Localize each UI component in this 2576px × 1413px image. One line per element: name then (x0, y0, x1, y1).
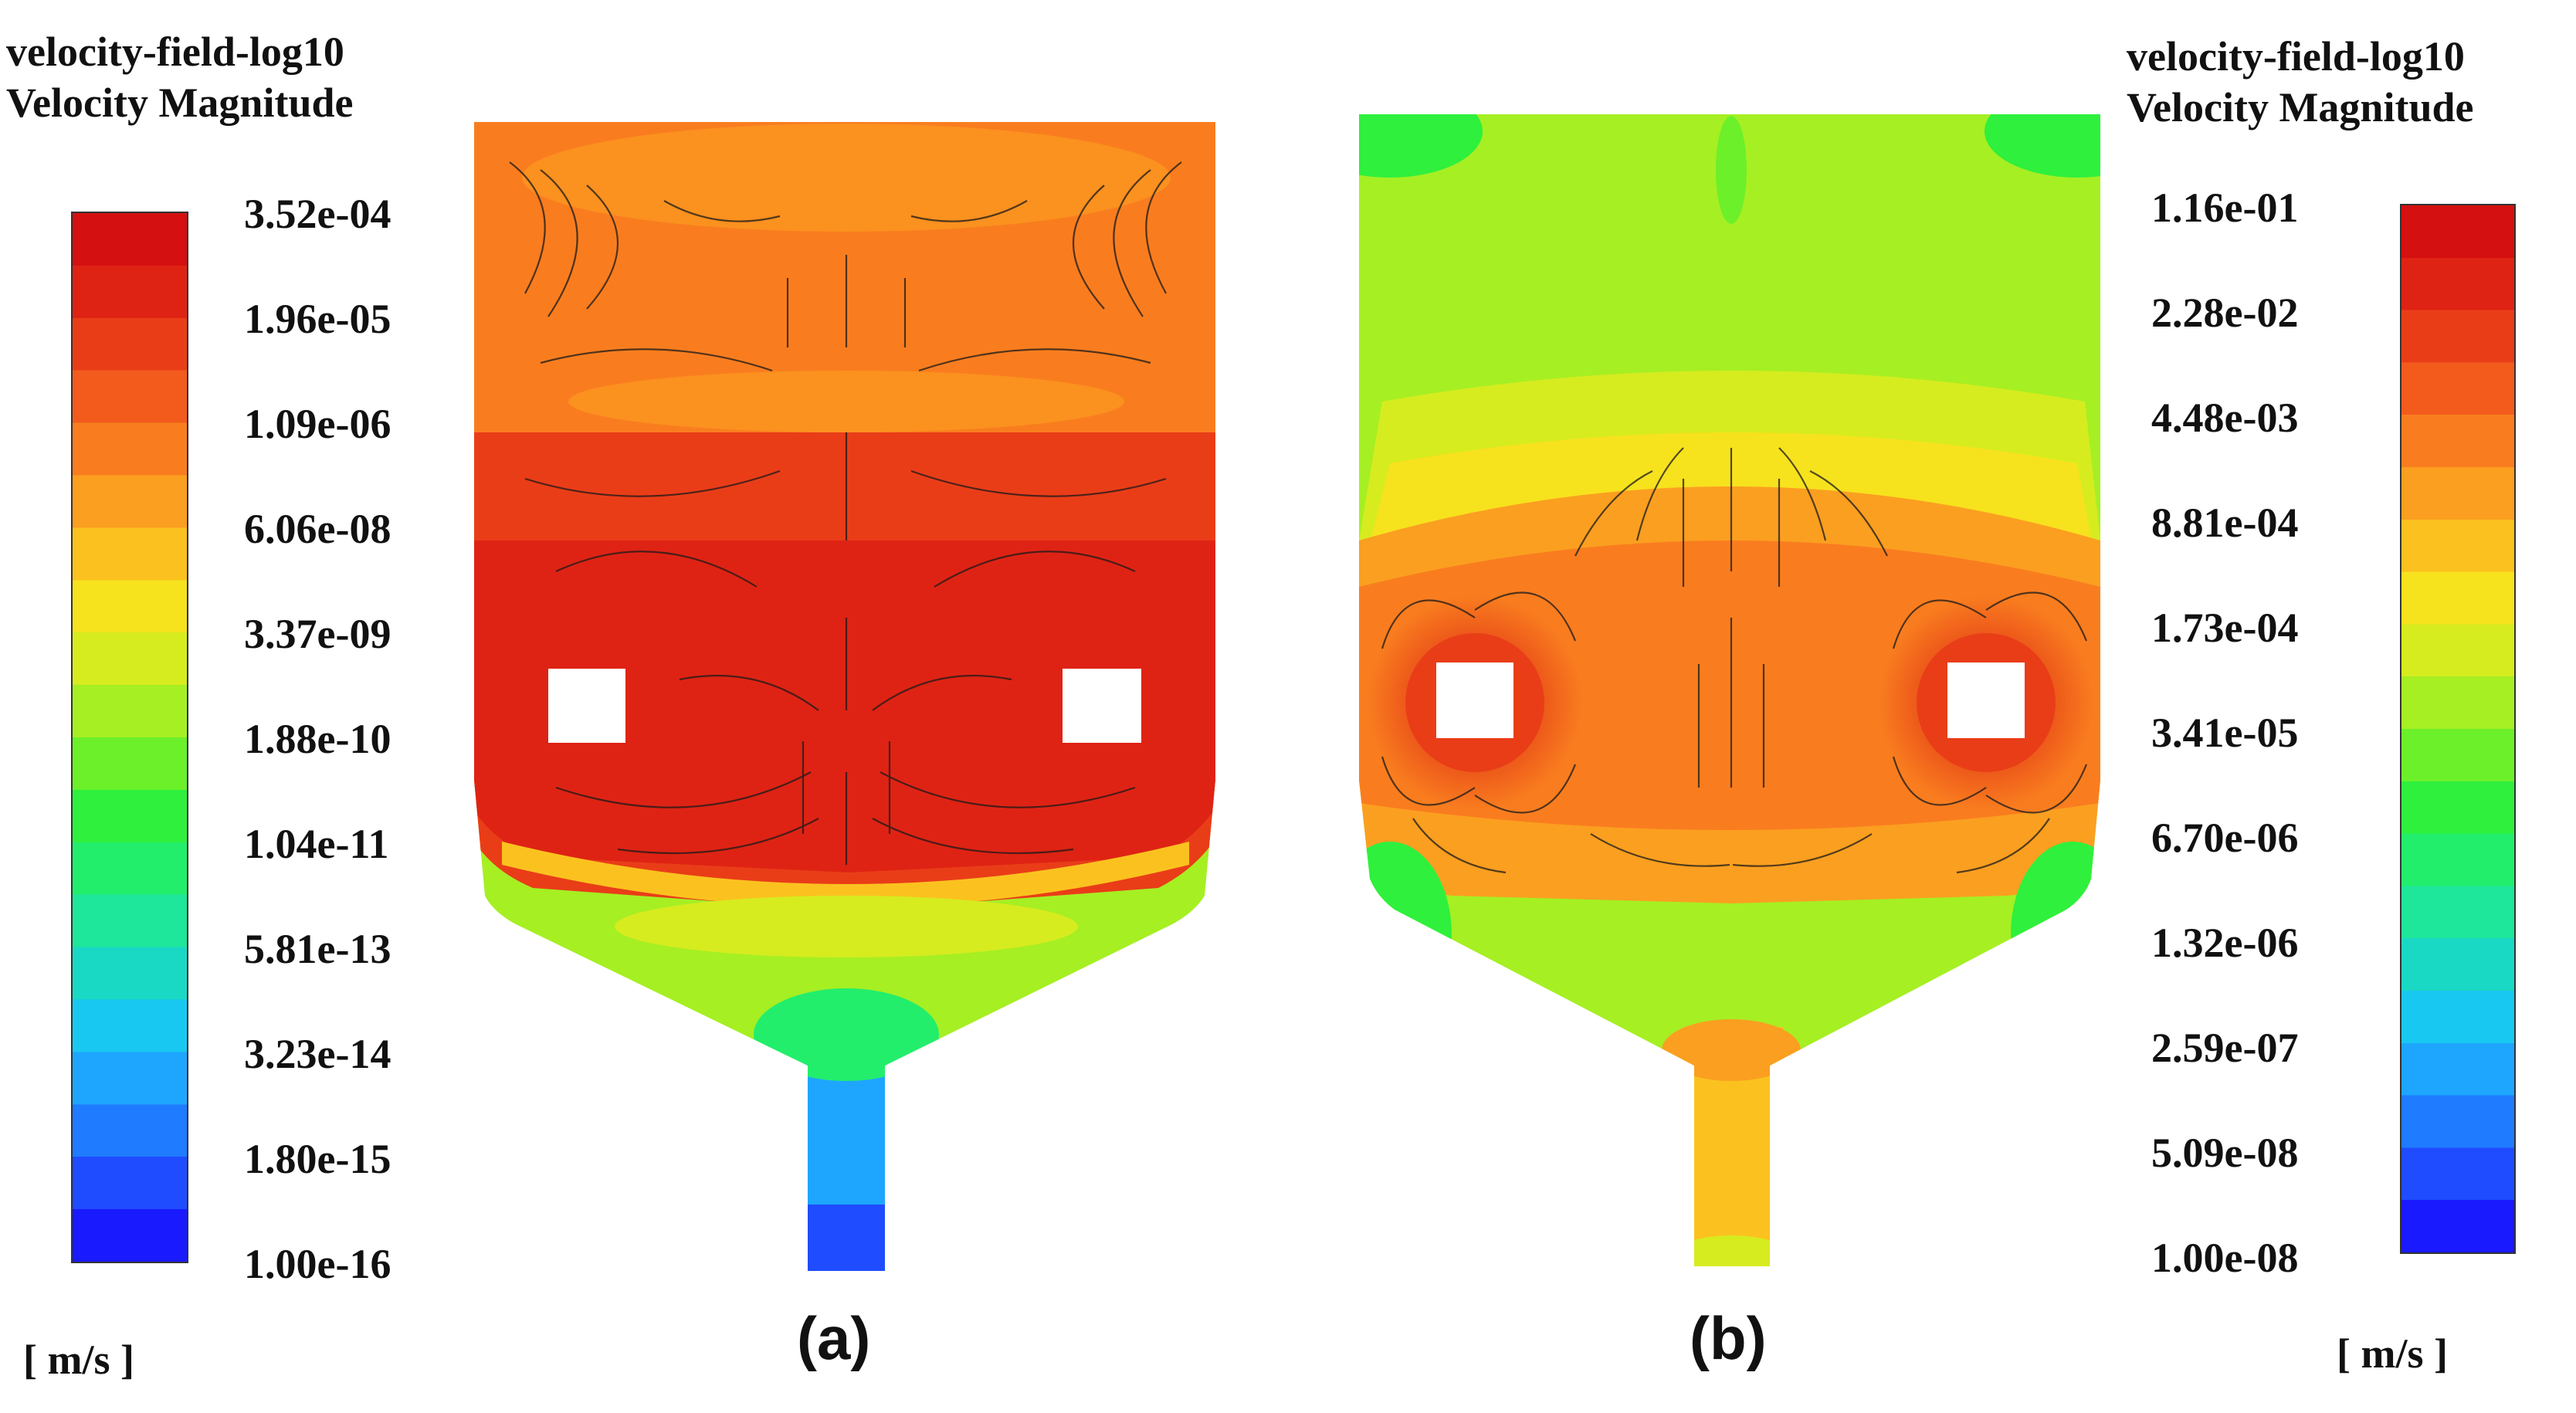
tick-a-7: 5.81e-13 (244, 926, 391, 972)
tick-a-3: 6.06e-08 (244, 506, 391, 552)
cavity-a-left (548, 669, 625, 743)
cavity-a-right (1063, 669, 1141, 743)
tick-a-2: 1.09e-06 (244, 401, 391, 447)
colorbar-a (71, 212, 188, 1263)
tick-b-7: 1.32e-06 (2151, 920, 2299, 966)
tick-a-9: 1.80e-15 (244, 1136, 391, 1182)
cavity-b-left (1436, 662, 1513, 738)
legend-a-title-line2: Velocity Magnitude (6, 80, 354, 126)
panel-a-label: (a) (797, 1304, 871, 1372)
tick-a-0: 3.52e-04 (244, 191, 391, 237)
tick-b-9: 5.09e-08 (2151, 1130, 2299, 1176)
tick-b-0: 1.16e-01 (2151, 185, 2299, 231)
tick-b-6: 6.70e-06 (2151, 815, 2299, 861)
panel-b-label: (b) (1690, 1304, 1767, 1372)
tick-b-10: 1.00e-08 (2151, 1235, 2299, 1281)
cavity-b-right (1947, 662, 2025, 738)
legend-b-title-line1: velocity-field-log10 (2127, 33, 2465, 80)
legend-b-title-line2: Velocity Magnitude (2127, 84, 2474, 130)
tick-b-2: 4.48e-03 (2151, 395, 2299, 441)
unit-a: [ m/s ] (23, 1337, 134, 1383)
vector-field-a (509, 161, 1182, 865)
tick-a-5: 1.88e-10 (244, 716, 391, 762)
unit-b: [ m/s ] (2337, 1330, 2448, 1377)
tick-a-8: 3.23e-14 (244, 1031, 391, 1077)
tick-a-4: 3.37e-09 (244, 611, 391, 657)
tick-b-5: 3.41e-05 (2151, 710, 2299, 756)
colorbar-b (2400, 204, 2516, 1254)
tick-a-6: 1.04e-11 (244, 821, 389, 867)
tick-b-4: 1.73e-04 (2151, 605, 2299, 651)
legend-a-title-line1: velocity-field-log10 (6, 29, 344, 75)
tick-a-1: 1.96e-05 (244, 296, 391, 342)
tick-b-8: 2.59e-07 (2151, 1025, 2299, 1071)
tick-b-1: 2.28e-02 (2151, 290, 2299, 336)
tick-a-10: 1.00e-16 (244, 1241, 391, 1287)
vector-field-b (1381, 447, 2088, 874)
tick-b-3: 8.81e-04 (2151, 500, 2299, 546)
